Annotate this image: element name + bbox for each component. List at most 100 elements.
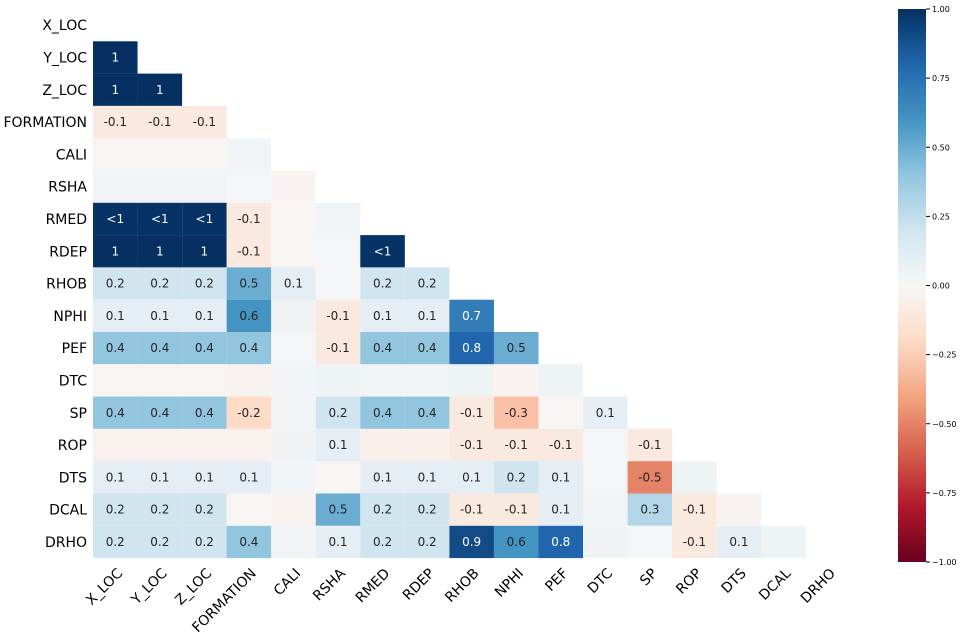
cell-value-label: 1 [156,244,164,258]
heatmap-cell [315,202,361,236]
cell-value-label: 0.1 [239,470,258,484]
cell-value-label: 0.1 [551,470,570,484]
column-label: NPHI [492,566,527,601]
heatmap-cell [716,493,762,526]
row-label: Z_LOC [42,83,87,99]
heatmap-cell [538,493,584,526]
heatmap-cell [493,396,539,429]
heatmap-cell [182,235,227,268]
colorbar-tick-label: 0.75 [932,74,950,83]
heatmap-cell [137,170,183,203]
heatmap-cell [404,525,450,559]
heatmap-cell [226,461,272,494]
heatmap-cell [137,299,183,332]
heatmap-cell [583,396,628,429]
cell-value-label: 1 [111,244,119,258]
heatmap-cell [93,493,138,526]
heatmap-cell [182,461,227,494]
heatmap-cell [271,525,316,559]
heatmap-cell [226,202,272,236]
heatmap-cell [93,41,138,74]
heatmap-cell [137,525,183,559]
cell-value-label: 0.1 [551,503,570,517]
heatmap-cell [360,396,405,429]
cell-value-label: 0.3 [640,503,659,517]
heatmap-cell [672,525,717,559]
heatmap-cell [315,364,361,397]
heatmap-cell [360,332,405,365]
cell-value-label: -0.1 [104,115,127,129]
heatmap-cell [271,493,316,526]
cell-value-label: 0.2 [106,277,125,291]
heatmap-cell [672,461,717,494]
heatmap-cell [404,493,450,526]
cell-value-label: 0.8 [462,341,481,355]
heatmap-cell [493,428,539,462]
column-label: PEF [542,566,571,595]
column-label: RDEP [400,566,438,604]
cell-value-label: 0.1 [150,470,169,484]
heatmap-cell [226,170,272,203]
heatmap-cell [226,299,272,332]
heatmap-cell [449,428,494,462]
cell-value-label: 0.2 [195,535,214,549]
cell-value-label: -0.3 [505,406,528,420]
heatmap-cell [538,428,584,462]
heatmap-cell [583,525,628,559]
heatmap-cell [493,493,539,526]
cell-value-label: 0.2 [418,503,437,517]
heatmap-cell [404,396,450,429]
column-label: ROP [673,566,705,598]
heatmap-cell [93,235,138,268]
heatmap-cell [271,170,316,203]
heatmap-cell [716,525,762,559]
cell-value-label: 0.2 [195,503,214,517]
cell-value-label: -0.1 [505,503,528,517]
heatmap-cell [271,461,316,494]
heatmap-cell [360,364,405,397]
heatmap-cell [449,332,494,365]
heatmap-cell [182,396,227,429]
heatmap-cell [182,267,227,300]
heatmap-cell [271,364,316,397]
heatmap-cell [182,428,227,462]
heatmap-cell [360,428,405,462]
colorbar-tick-label: 1.00 [932,5,950,14]
row-label: RSHA [48,180,87,196]
row-label: DRHO [45,535,87,551]
column-label: RMED [353,566,394,607]
cell-value-label: 0.2 [106,535,125,549]
row-label: NPHI [53,309,87,325]
heatmap-cell [761,525,806,559]
cell-value-label: 0.1 [284,277,303,291]
heatmap-cell [449,525,494,559]
row-label: SP [70,406,87,422]
cell-value-label: 1 [201,244,209,258]
cell-value-label: 0.1 [373,309,392,323]
colorbar-tick-label: 0.00 [932,282,950,291]
cell-value-label: 1 [111,50,119,64]
cell-value-label: 0.2 [328,406,347,420]
cell-value-label: 0.2 [150,503,169,517]
colorbar-gradient [898,9,926,562]
cell-value-label: 0.5 [239,277,258,291]
heatmap-cell [182,202,227,236]
cell-value-label: -0.1 [326,309,349,323]
heatmap-cell [226,428,272,462]
heatmap-cell [627,493,673,526]
cell-value-label: 0.2 [507,470,526,484]
row-label: ROP [58,438,87,454]
heatmap-cell [226,396,272,429]
cell-value-label: <1 [151,212,169,226]
heatmap-cell [315,525,361,559]
heatmap-cell [627,461,673,494]
column-label: X_LOC [83,565,126,608]
cell-value-label: 0.5 [507,341,526,355]
heatmap-cell [315,332,361,365]
cell-value-label: 0.5 [328,503,347,517]
cell-value-label: -0.1 [460,438,483,452]
heatmap-cell [538,364,584,397]
column-label: RHOB [442,566,482,606]
heatmap-cell [93,202,138,236]
heatmap-cell [583,493,628,526]
